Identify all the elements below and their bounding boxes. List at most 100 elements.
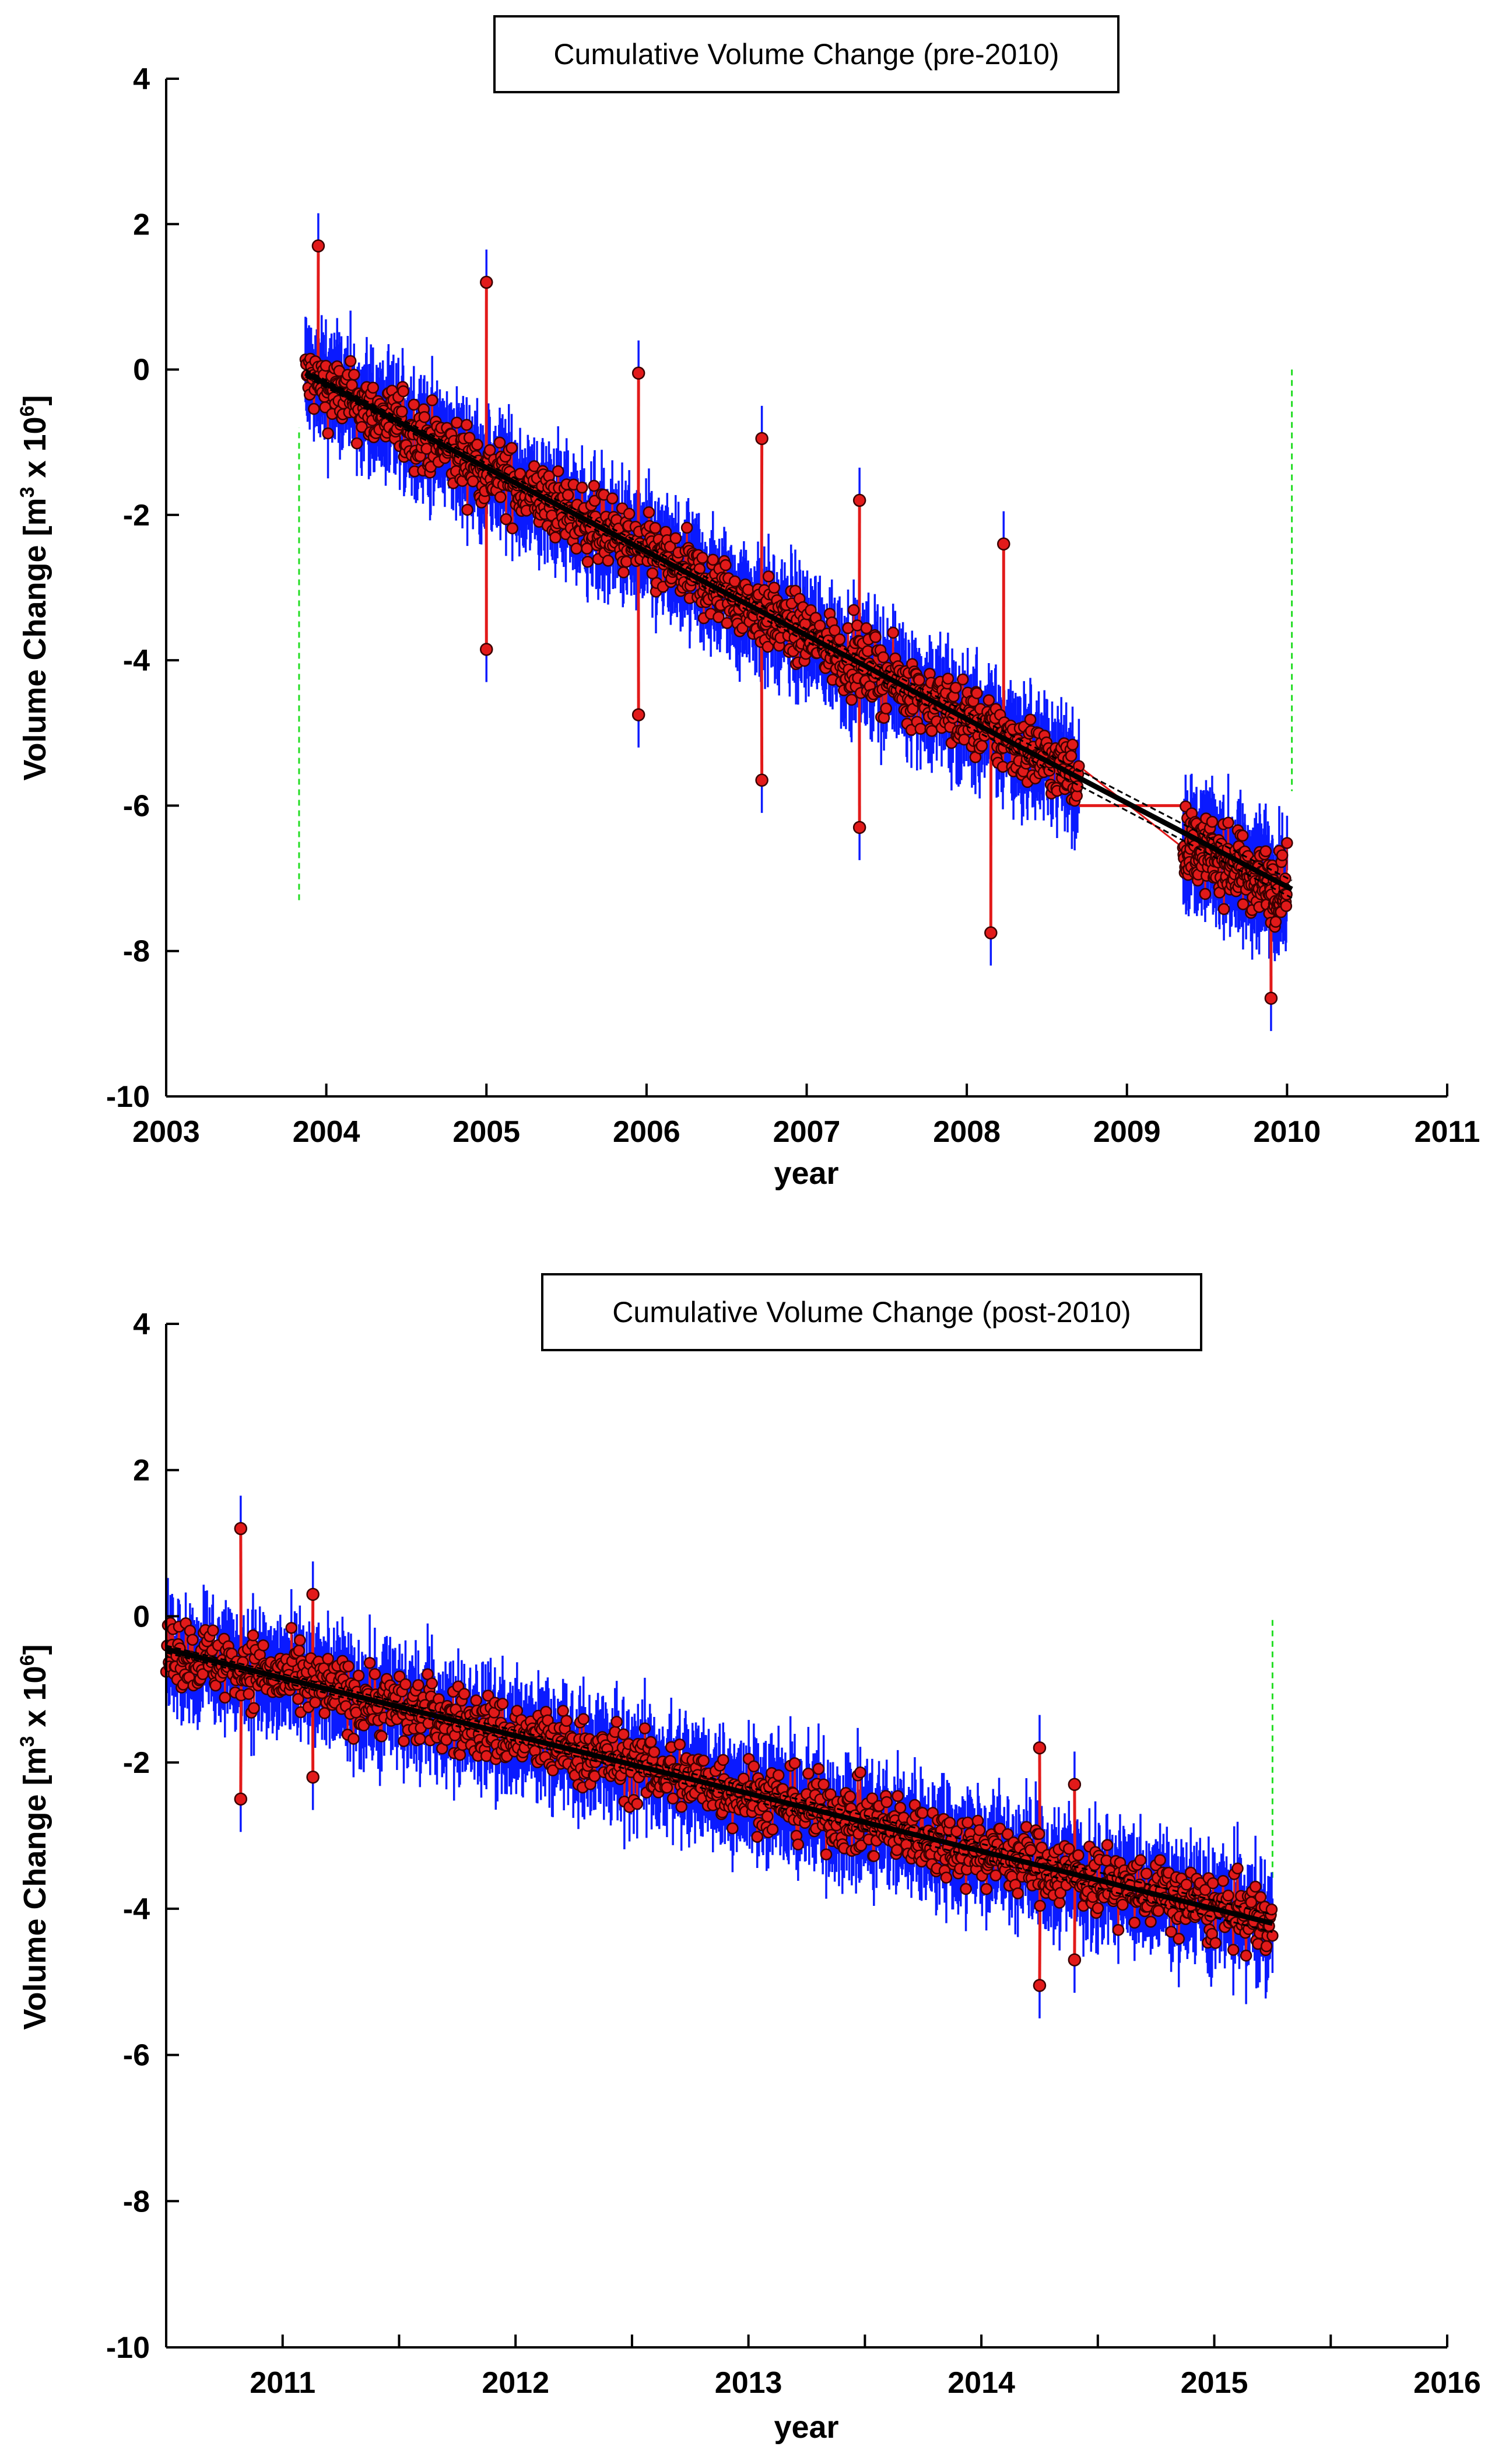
observation-point	[454, 1748, 466, 1761]
observation-point	[552, 465, 564, 478]
observation-point	[1217, 903, 1230, 916]
y-tick-label: -6	[123, 789, 150, 823]
observation-point	[956, 673, 969, 686]
observation-point	[562, 489, 574, 502]
x-tick-label: 2008	[933, 1115, 1001, 1149]
x-axis-label: year	[774, 1156, 838, 1191]
observation-point	[285, 1622, 297, 1634]
observation-point	[350, 437, 363, 450]
observation-point	[1269, 916, 1282, 928]
observation-markers	[160, 1522, 1279, 1992]
observation-point	[869, 631, 882, 643]
observation-point	[661, 1781, 673, 1794]
observation-point	[766, 1823, 779, 1836]
observation-point	[648, 1746, 661, 1758]
observation-point	[546, 1764, 559, 1776]
confidence-line	[305, 369, 1293, 882]
observation-point	[1065, 749, 1078, 762]
observation-point	[234, 1522, 248, 1536]
observation-point	[318, 1707, 331, 1719]
observation-point	[311, 239, 325, 253]
observation-point	[852, 493, 866, 507]
observation-point	[925, 725, 938, 737]
observation-point	[768, 581, 781, 594]
observation-point	[234, 1792, 248, 1806]
ticks-pre-2010: -10 -8 -6 -4 -2 0 2 4 2003 2004 2005 2006 2007 2008 20…	[106, 62, 1480, 1149]
observation-point	[697, 1754, 710, 1767]
observation-point	[696, 552, 708, 564]
observation-point	[557, 1705, 569, 1717]
observation-point	[707, 553, 719, 566]
data-layer-post-2010	[160, 1495, 1279, 2018]
observation-point	[892, 1790, 904, 1802]
observation-point	[588, 479, 601, 492]
observation-point	[860, 622, 873, 635]
observation-point	[576, 481, 588, 494]
observation-point	[602, 555, 615, 567]
observation-point	[1199, 888, 1212, 900]
observation-point	[792, 1838, 805, 1850]
observation-point	[352, 1669, 365, 1682]
observation-point	[845, 693, 858, 706]
observation-point	[620, 555, 633, 568]
x-tick-label: 2007	[773, 1115, 841, 1149]
observation-point	[748, 1760, 760, 1772]
observation-point	[833, 633, 846, 646]
observation-point	[412, 1679, 424, 1691]
observation-point	[1206, 815, 1219, 828]
y-tick-label: 2	[133, 208, 150, 241]
observation-point	[751, 1831, 763, 1843]
observation-point	[248, 1702, 260, 1715]
observation-markers	[299, 239, 1293, 1005]
observation-point	[982, 694, 995, 706]
observation-point	[426, 394, 438, 406]
x-tick-label: 2006	[613, 1115, 680, 1149]
observation-point	[817, 1778, 830, 1790]
observation-point	[894, 1801, 907, 1814]
observation-point	[308, 402, 320, 415]
observation-point	[414, 1733, 426, 1746]
observation-point	[494, 491, 507, 503]
observation-point	[643, 506, 655, 518]
observation-point	[458, 1688, 471, 1700]
observation-point	[638, 1722, 651, 1734]
y-tick-label: -8	[123, 935, 150, 969]
observation-point	[306, 1770, 320, 1784]
observation-point	[506, 441, 518, 454]
observation-point	[376, 1730, 388, 1743]
observation-point	[393, 1670, 406, 1683]
observation-point	[294, 1634, 306, 1646]
observation-point	[243, 1688, 255, 1700]
observation-point	[463, 432, 476, 444]
observation-point	[482, 1690, 494, 1702]
observation-point	[322, 427, 334, 440]
chart-title-box: Cumulative Volume Change (pre-2010)	[493, 15, 1120, 93]
trend-line	[304, 370, 1293, 892]
observation-point	[549, 531, 562, 544]
observation-point	[610, 1716, 623, 1728]
observation-point	[207, 1624, 219, 1636]
x-tick-label: 2003	[132, 1115, 200, 1149]
y-tick-label: -2	[123, 499, 150, 532]
observation-point	[762, 570, 775, 583]
observation-point	[396, 405, 408, 418]
observation-point	[257, 1639, 269, 1652]
observation-point	[646, 567, 659, 580]
observation-point	[802, 1767, 815, 1780]
observation-point	[500, 513, 513, 525]
observation-point	[581, 555, 594, 568]
observation-point	[408, 398, 420, 411]
observation-point	[675, 1800, 687, 1813]
observation-point	[673, 1738, 686, 1751]
y-tick-label: -4	[123, 644, 150, 678]
observation-point	[854, 1766, 866, 1779]
observation-point	[820, 1848, 833, 1860]
y-tick-label: 4	[133, 62, 150, 96]
observation-point	[1066, 738, 1079, 751]
x-tick-label: 2005	[452, 1115, 520, 1149]
observation-point	[1236, 829, 1249, 842]
observation-point	[755, 432, 768, 446]
observation-point	[720, 559, 732, 572]
